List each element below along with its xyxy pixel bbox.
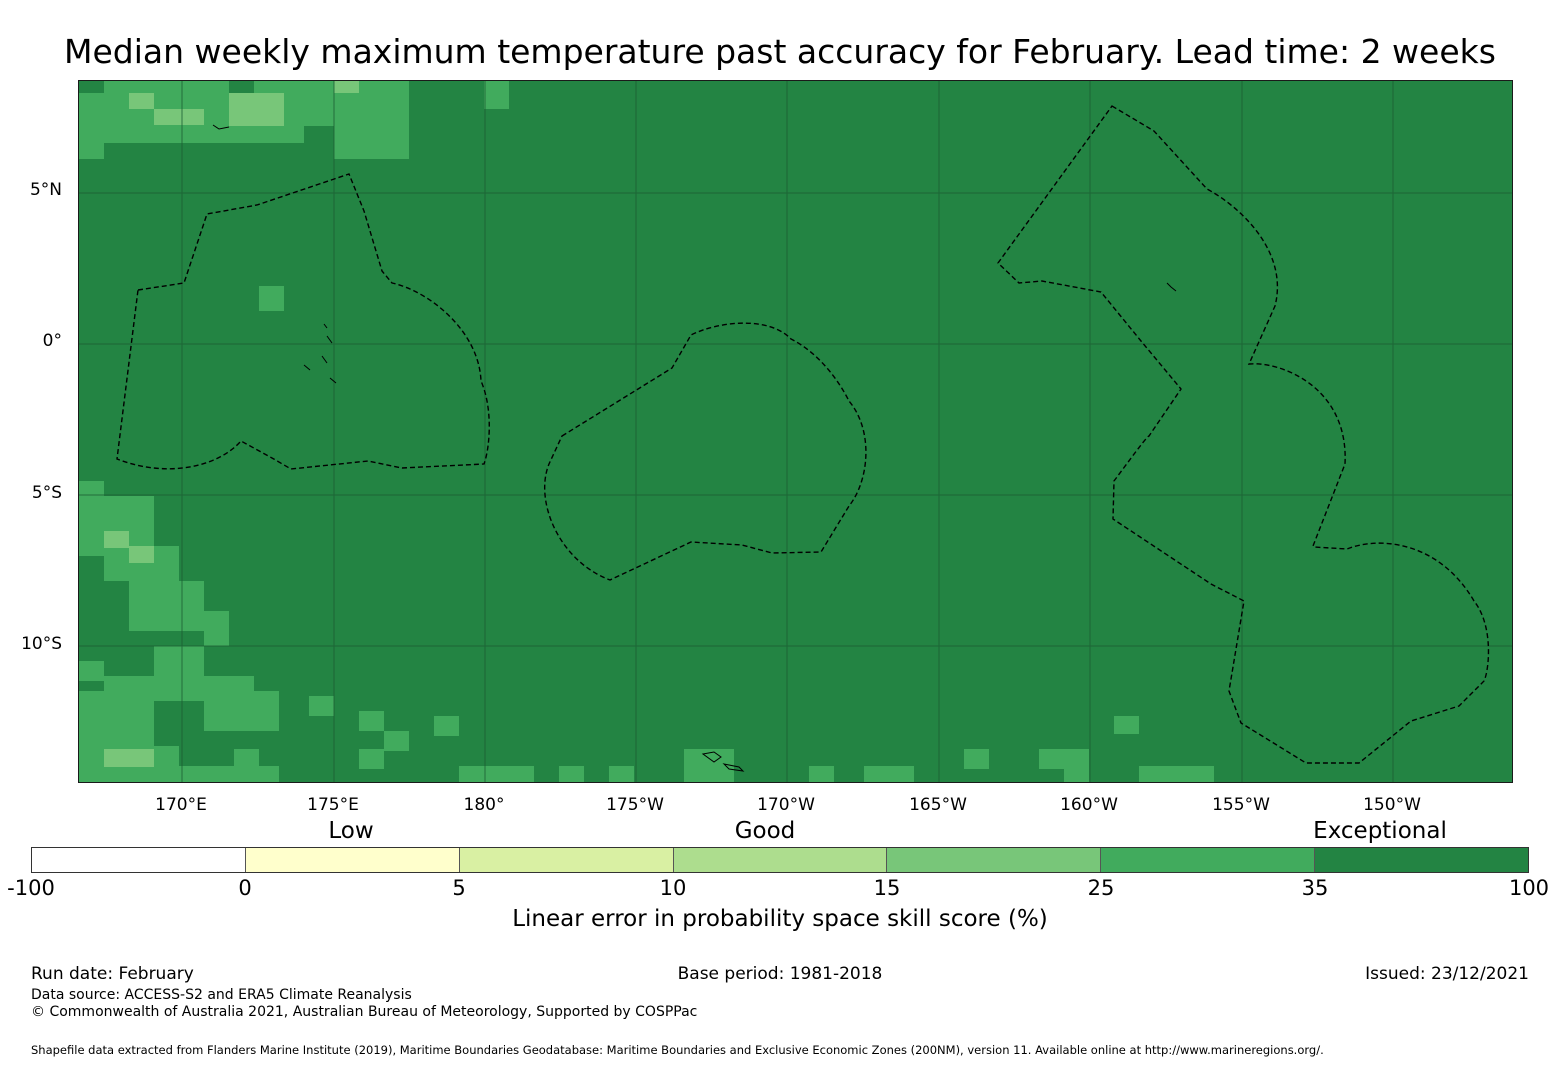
colorbar-tick: 100 — [1508, 876, 1550, 900]
colorbar-tick: -100 — [7, 876, 55, 900]
colorbar-segment — [245, 848, 460, 872]
colorbar-tick: 10 — [659, 876, 687, 900]
colorbar-category-good: Good — [734, 818, 796, 844]
issued-date: Issued: 23/12/2021 — [1365, 964, 1529, 984]
colorbar-label: Linear error in probability space skill … — [512, 906, 1048, 932]
base-period: Base period: 1981-2018 — [677, 964, 883, 984]
eez-boundaries — [116, 105, 1490, 764]
colorbar-segment — [1101, 848, 1316, 872]
colorbar-category-low: Low — [328, 818, 374, 844]
graticule — [79, 81, 1512, 782]
skill-map — [78, 80, 1513, 783]
colorbar-tick: 15 — [873, 876, 901, 900]
lon-label: 175°W — [606, 795, 664, 815]
lon-label: 170°E — [155, 795, 207, 815]
colorbar-segment — [887, 848, 1102, 872]
lon-label: 180° — [463, 795, 505, 815]
lon-label: 155°W — [1212, 795, 1270, 815]
colorbar-segment — [459, 848, 674, 872]
colorbar-segment — [673, 848, 888, 872]
colorbar — [31, 847, 1529, 873]
colorbar-tick: 5 — [452, 876, 466, 900]
lon-label: 165°W — [909, 795, 967, 815]
skill-cells-light — [104, 81, 359, 767]
lat-label-5s: 5°S — [31, 483, 62, 503]
lat-label-10s: 10°S — [21, 634, 62, 654]
colorbar-segment — [1315, 848, 1529, 872]
lat-label-0: 0° — [42, 331, 62, 351]
colorbar-category-exceptional: Exceptional — [1313, 818, 1447, 844]
colorbar-tick: 0 — [238, 876, 252, 900]
islands — [212, 124, 1177, 772]
lat-label-5n: 5°N — [29, 180, 62, 200]
colorbar-tick: 35 — [1301, 876, 1329, 900]
skill-cells — [79, 81, 1214, 782]
map-canvas — [79, 81, 1512, 782]
chart-title: Median weekly maximum temperature past a… — [64, 32, 1496, 71]
run-date: Run date: February — [31, 964, 194, 984]
lon-label: 160°W — [1060, 795, 1118, 815]
colorbar-tick: 25 — [1087, 876, 1115, 900]
colorbar-segment — [32, 848, 246, 872]
lon-label: 170°W — [757, 795, 815, 815]
lon-label: 175°E — [307, 795, 359, 815]
data-source: Data source: ACCESS-S2 and ERA5 Climate … — [31, 987, 412, 1003]
lon-label: 150°W — [1363, 795, 1421, 815]
shapefile-credit: Shapefile data extracted from Flanders M… — [31, 1043, 1324, 1057]
copyright: © Commonwealth of Australia 2021, Austra… — [31, 1004, 698, 1020]
